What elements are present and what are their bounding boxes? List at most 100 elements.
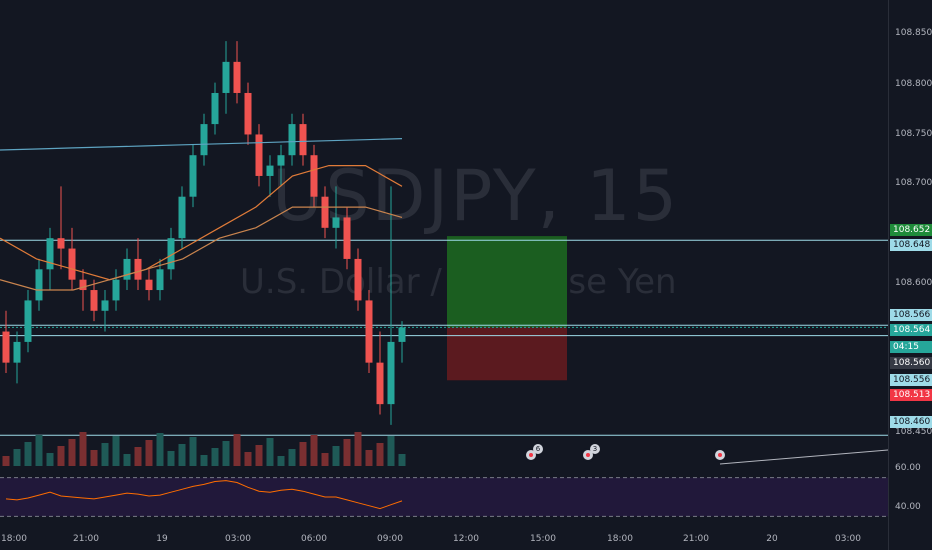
volume-bar	[365, 450, 373, 466]
volume-bar	[244, 452, 252, 466]
candle-body	[134, 258, 142, 280]
candle-body	[189, 155, 197, 197]
candle-body	[211, 92, 219, 125]
candle-body	[299, 124, 307, 156]
volume-bar	[24, 442, 32, 466]
candle-body	[145, 279, 153, 291]
candle-body	[365, 300, 373, 363]
candle-body	[222, 61, 230, 93]
line-price-label: 108.556	[890, 374, 932, 386]
volume-bar	[343, 439, 351, 466]
rsi-pane[interactable]	[0, 468, 888, 526]
target-price-label: 108.652	[890, 224, 932, 236]
volume-bar	[288, 449, 296, 466]
volume-bar	[90, 450, 98, 466]
time-tick: 21:00	[73, 534, 99, 544]
volume-bar	[167, 451, 175, 466]
line-price-label: 108.566	[890, 309, 932, 321]
rsi-band	[0, 477, 888, 517]
candle-body	[35, 269, 43, 301]
candle-body	[233, 61, 241, 93]
volume-bar	[321, 453, 329, 466]
volume-bar	[46, 453, 54, 466]
time-tick: 21:00	[683, 534, 709, 544]
candle-body	[101, 300, 109, 311]
stop-price-label: 108.513	[890, 389, 932, 401]
candle-body	[13, 341, 21, 363]
time-tick: 03:00	[835, 534, 861, 544]
volume-bar	[332, 446, 340, 466]
time-axis[interactable]: 18:00 21:00 19 03:00 06:00 09:00 12:00 15:00 18:…	[0, 530, 888, 550]
price-tick: 108.750	[895, 129, 932, 139]
volume-bar	[233, 434, 241, 466]
watermark-symbol: USDJPY, 15	[272, 155, 680, 237]
price-pane[interactable]: USDJPY, 15 U.S. Dollar / Japanese Yen 6 …	[0, 0, 888, 466]
volume-bar	[68, 439, 76, 466]
volume-bar	[13, 449, 21, 466]
volume-bar	[255, 445, 263, 466]
volume-bar	[79, 432, 87, 466]
candle-body	[178, 196, 186, 239]
volume-bar	[310, 435, 318, 466]
event-dot-icon	[718, 453, 722, 457]
price-tick: 108.850	[895, 28, 932, 38]
time-tick: 12:00	[453, 534, 479, 544]
candle-body	[68, 248, 76, 280]
economic-event-marker-3[interactable]	[713, 448, 727, 462]
economic-event-marker-1[interactable]: 6	[524, 444, 543, 462]
rsi-tick: 40.00	[895, 502, 921, 512]
line-price-label: 108.648	[890, 239, 932, 251]
candle-body	[167, 238, 175, 270]
volume-bar	[211, 448, 219, 466]
last-price-label: 108.564	[890, 324, 932, 336]
economic-event-marker-2[interactable]: 3	[581, 444, 600, 462]
rsi-chart[interactable]	[0, 468, 888, 526]
volume-bar	[277, 456, 285, 466]
candle-body	[266, 165, 274, 176]
candle-body	[255, 134, 263, 176]
position-stop-zone	[447, 327, 567, 381]
price-tick: 108.700	[895, 178, 932, 188]
candle-body	[244, 92, 252, 135]
candle-body	[376, 362, 384, 405]
price-axis[interactable]: 108.850 108.800 108.750 108.700 108.600 …	[888, 0, 932, 550]
volume-bar	[376, 443, 384, 466]
candle-body	[112, 279, 120, 301]
candle-body	[24, 300, 32, 342]
volume-bar	[35, 435, 43, 466]
volume-bar	[266, 438, 274, 466]
price-tick: 108.800	[895, 79, 932, 89]
volume-bar	[57, 446, 65, 466]
volume-bar	[398, 454, 406, 466]
volume-bar	[387, 436, 395, 466]
time-tick: 18:00	[1, 534, 27, 544]
time-tick: 20	[766, 534, 778, 544]
rsi-tick: 60.00	[895, 463, 921, 473]
candle-body	[321, 196, 329, 228]
time-tick: 15:00	[530, 534, 556, 544]
price-tick: 108.450	[895, 427, 932, 437]
crosshair-price-label: 108.560	[890, 357, 932, 369]
volume-bar	[200, 455, 208, 466]
candle-body	[332, 217, 340, 228]
moving-average-short	[0, 165, 403, 281]
candlestick-chart[interactable]	[0, 0, 888, 466]
time-tick: 03:00	[225, 534, 251, 544]
volume-bar	[178, 444, 186, 466]
candle-body	[343, 217, 351, 259]
time-tick: 18:00	[607, 534, 633, 544]
candle-body	[387, 341, 395, 405]
rsi-line	[5, 480, 403, 510]
candle-body	[2, 331, 10, 363]
time-tick: 09:00	[377, 534, 403, 544]
time-tick: 06:00	[301, 534, 327, 544]
volume-bar	[354, 432, 362, 466]
candle-body	[398, 327, 406, 342]
candle-body	[200, 124, 208, 156]
line-price-label: 108.460	[890, 416, 932, 428]
moving-average-long	[0, 138, 403, 151]
candle-body	[123, 258, 131, 280]
volume-bar	[134, 447, 142, 466]
volume-bar	[101, 443, 109, 466]
